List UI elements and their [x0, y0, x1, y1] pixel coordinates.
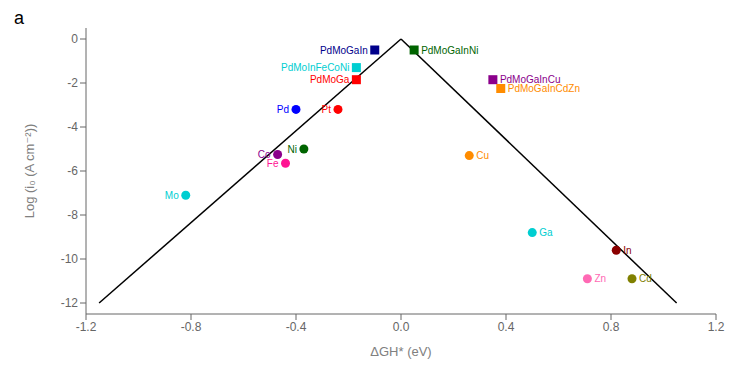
svg-text:Pd: Pd: [277, 104, 289, 115]
svg-text:Pt: Pt: [322, 104, 332, 115]
svg-text:-0.8: -0.8: [181, 320, 202, 334]
svg-text:PdMoGaIn: PdMoGaIn: [320, 45, 368, 56]
svg-text:-8: -8: [67, 208, 78, 222]
svg-text:PdMoGaInCu: PdMoGaInCu: [499, 74, 561, 86]
svg-text:Ni: Ni: [287, 144, 296, 155]
svg-text:-1.2: -1.2: [76, 320, 97, 334]
html-text:a: a: [14, 8, 24, 28]
svg-text:In: In: [623, 245, 631, 256]
svg-text:PdMoInFeCoNi: PdMoInFeCoNi: [281, 62, 349, 73]
svg-text:1.2: 1.2: [708, 320, 725, 334]
svg-text:-0.4: -0.4: [286, 320, 307, 334]
svg-text:Mo: Mo: [165, 190, 179, 201]
svg-text:0: 0: [71, 32, 78, 46]
svg-text:PdMoGaInNi: PdMoGaInNi: [421, 45, 478, 56]
svg-text:Co: Co: [257, 149, 271, 160]
svg-text:-6: -6: [67, 164, 78, 178]
svg-text:-2: -2: [67, 76, 78, 90]
svg-text:Cd: Cd: [639, 273, 652, 284]
svg-text:0.0: 0.0: [393, 320, 410, 334]
svg-text:Zn: Zn: [594, 273, 606, 284]
svg-text:Ga: Ga: [539, 227, 553, 238]
svg-text:-4: -4: [67, 120, 78, 134]
svg-text:Fe: Fe: [267, 158, 279, 169]
svg-text:Log (i₀ (A cm⁻²)): Log (i₀ (A cm⁻²)): [22, 124, 37, 219]
svg-text:Cu: Cu: [476, 150, 489, 161]
svg-text:-12: -12: [61, 296, 79, 310]
svg-text:PdMoGa: PdMoGa: [310, 74, 350, 85]
svg-text:0.8: 0.8: [603, 320, 620, 334]
svg-text:ΔGH* (eV): ΔGH* (eV): [370, 344, 431, 359]
svg-text:0.4: 0.4: [498, 320, 515, 334]
svg-text:-10: -10: [61, 252, 79, 266]
svg-text:PdMoGaInCdZn: PdMoGaInCdZn: [508, 83, 580, 94]
